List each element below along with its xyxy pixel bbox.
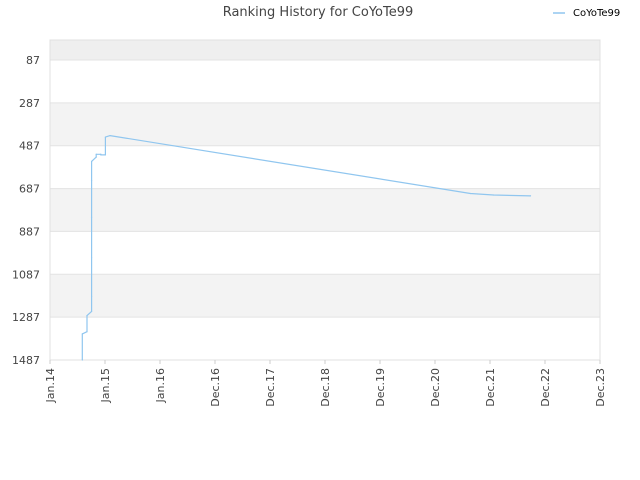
data-point [100,154,102,156]
y-tick-label: 887 [19,225,40,238]
plot-band [50,60,600,103]
x-tick-label: Jan.14 [44,368,57,403]
data-point [86,315,88,317]
data-point [90,180,93,182]
data-point [104,136,107,138]
x-tick-label: Dec.23 [594,368,607,407]
series-layer [81,135,532,361]
data-point [81,333,83,335]
data-point [90,160,93,162]
data-point [104,154,107,156]
series-line [81,135,531,360]
x-axis: Jan.14 Jan.15 Jan.16 Dec.16 Dec.17 Dec.18 Dec.… [44,360,607,407]
data-point [90,216,93,218]
grid-lines [50,59,600,361]
data-point [109,135,111,137]
data-point [90,310,93,312]
y-tick-label: 87 [26,54,40,67]
data-point [86,331,88,333]
plot-band [50,40,600,60]
x-tick-label: Dec.19 [374,368,387,407]
x-tick-label: Dec.21 [484,368,497,407]
data-point [90,295,93,297]
plot-band [50,274,600,318]
data-point [90,257,93,259]
x-tick-label: Jan.16 [154,368,167,403]
y-axis: 87 287 487 687 887 1087 1287 1487 [12,54,40,367]
y-tick-label: 1487 [12,354,40,367]
x-tick-label: Dec.22 [539,368,552,407]
x-tick-label: Dec.17 [264,368,277,407]
plot-bands [50,40,600,360]
data-point [81,359,83,361]
x-tick-label: Dec.16 [209,368,222,407]
x-tick-label: Dec.18 [319,368,332,407]
y-tick-label: 687 [19,183,40,196]
plot-band [50,145,600,189]
data-point [529,195,532,197]
data-point [469,192,472,195]
x-tick-label: Dec.20 [429,368,442,407]
data-point [95,153,97,155]
legend-label: CoYoTe99 [573,8,620,19]
y-tick-label: 1087 [12,268,40,281]
legend: CoYoTe99 [553,8,620,19]
data-point [95,156,97,158]
x-tick-label: Jan.15 [99,368,112,403]
y-tick-label: 487 [19,140,40,153]
data-point [492,194,495,196]
plot-band [50,231,600,275]
chart-title: Ranking History for CoYoTe99 [223,5,414,20]
plot-band [50,102,600,146]
plot-band [50,317,600,360]
y-tick-label: 1287 [12,311,40,324]
y-tick-label: 287 [19,97,40,110]
